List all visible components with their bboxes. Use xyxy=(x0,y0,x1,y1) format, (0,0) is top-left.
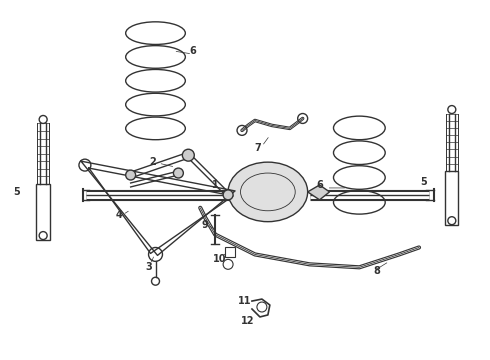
Text: 6: 6 xyxy=(316,180,323,190)
Circle shape xyxy=(223,190,233,200)
Text: 8: 8 xyxy=(374,266,381,276)
Text: 10: 10 xyxy=(213,255,227,264)
Text: 3: 3 xyxy=(145,262,152,272)
Text: 7: 7 xyxy=(254,143,261,153)
Ellipse shape xyxy=(228,162,308,222)
Circle shape xyxy=(182,149,195,161)
Bar xyxy=(225,247,235,257)
Bar xyxy=(445,171,458,225)
Text: 2: 2 xyxy=(149,157,156,167)
Circle shape xyxy=(173,168,183,178)
Circle shape xyxy=(125,170,136,180)
Text: 6: 6 xyxy=(189,46,196,56)
Text: 12: 12 xyxy=(241,316,255,326)
Text: 4: 4 xyxy=(115,210,122,220)
Polygon shape xyxy=(308,185,329,200)
Text: 5: 5 xyxy=(13,187,20,197)
Text: 9: 9 xyxy=(202,220,209,230)
Bar xyxy=(36,184,50,239)
Text: 5: 5 xyxy=(420,177,427,187)
Text: 1: 1 xyxy=(212,180,219,190)
Text: 11: 11 xyxy=(238,296,252,306)
